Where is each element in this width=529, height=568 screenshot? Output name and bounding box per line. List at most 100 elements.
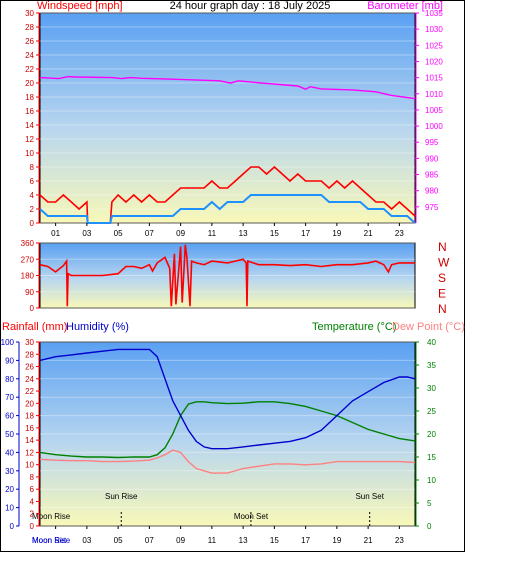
temp-tick-label: 35 [427,361,436,370]
humidity-tick-label: 40 [5,448,14,457]
wind-tick-label: 10 [25,149,34,158]
temp-humidity-grid [40,341,415,527]
hour-tick-label: 15 [270,536,279,545]
baro-tick-label: 995 [425,138,439,147]
humidity-tick-label: 10 [5,504,14,513]
temp-humidity-plot-area [39,341,416,527]
rain-tick-label: 2 [30,510,35,519]
temp-tick-label: 15 [427,453,436,462]
rain-tick-label: 30 [25,338,34,347]
event-label: Moon Rise [32,512,71,521]
wind-tick-label: 30 [25,9,34,18]
temp-tick-label: 0 [427,522,432,531]
hour-tick-label: 11 [208,536,217,545]
rain-tick-label: 12 [25,448,34,457]
wind-baro-plot-area [39,12,416,224]
hour-tick-label: 01 [51,229,60,238]
wind-tick-label: 2 [30,205,35,214]
wind-tick-label: 6 [30,177,35,186]
hour-tick-label: 21 [364,229,373,238]
temp-tick-label: 25 [427,407,436,416]
rain-tick-label: 28 [25,350,34,359]
hour-tick-label: 09 [176,229,185,238]
baro-tick-label: 1030 [425,25,443,34]
baro-tick-label: 985 [425,171,439,180]
temp-tick-label: 30 [427,384,436,393]
baro-y-axis: 975 980 985 990 995 1000 1005 1010 1015 1020 1025 1… [415,9,443,223]
wind-tick-label: 14 [25,121,34,130]
wind-tick-label: 16 [25,107,34,116]
temp-tick-label: 20 [427,430,436,439]
baro-tick-label: 975 [425,203,439,212]
hour-tick-label: 15 [270,229,279,238]
wind-tick-label: 22 [25,65,34,74]
hour-tick-label: 23 [395,536,404,545]
event-label: Sun Rise [105,492,138,501]
rain-tick-label: 0 [30,522,35,531]
humidity-tick-label: 80 [5,375,14,384]
rain-tick-label: 22 [25,387,34,396]
baro-tick-label: 1010 [425,90,443,99]
baro-axis-title: Barometer [mb] [367,0,443,12]
direction-series [39,244,415,307]
baro-tick-label: 1025 [425,41,443,50]
temp-tick-label: 40 [427,338,436,347]
barometer-line [39,75,416,100]
humidity-axis-title: Humidity (%) [66,321,129,333]
wind-tick-label: 24 [25,51,34,60]
compass-label: N [438,240,447,254]
baro-tick-label: 1000 [425,122,443,131]
temperature-axis-title: Temperature (°C) [312,321,396,333]
humidity-y-axis: 0 10 20 30 40 50 60 70 80 90 100 [1,338,20,531]
hour-tick-label: 23 [395,229,404,238]
wind-tick-label: 12 [25,135,34,144]
moon-phase-label: Moon Rise [32,536,71,545]
degree-tick-label: 360 [21,239,35,248]
hour-tick-label: 17 [301,536,310,545]
humidity-tick-label: 70 [5,393,14,402]
event-label: Moon Set [234,512,269,521]
hour-tick-label: 13 [239,536,248,545]
wind-baro-series [39,75,416,224]
wind-tick-label: 18 [25,93,34,102]
humidity-tick-label: 60 [5,412,14,421]
humidity-tick-label: 90 [5,356,14,365]
compass-label: N [438,302,447,316]
temp-tick-label: 5 [427,499,432,508]
humidity-line [39,348,416,450]
hour-tick-label: 05 [114,229,123,238]
hour-tick-label: 05 [114,536,123,545]
baro-tick-label: 1020 [425,57,443,66]
baro-tick-label: 980 [425,187,439,196]
hour-tick-label: 17 [301,229,310,238]
rain-tick-label: 24 [25,375,34,384]
degree-tick-label: 270 [21,255,35,264]
degree-tick-label: 90 [25,288,34,297]
rain-tick-label: 20 [25,399,34,408]
baro-tick-label: 1015 [425,74,443,83]
compass-label: W [438,256,450,270]
compass-label: S [438,271,446,285]
wind-x-axis: 01 03 05 07 09 11 13 15 17 19 21 23 [51,223,404,238]
rain-tick-label: 18 [25,412,34,421]
rain-tick-label: 6 [30,485,35,494]
compass-label: E [438,287,446,301]
temperature-line [39,401,416,459]
humidity-tick-label: 50 [5,430,14,439]
moon-phase-label: Moon Set [32,536,67,545]
sun-moon-events: Moon Rise Sun Rise Moon Set Sun Set [32,492,385,526]
wind-tick-label: 20 [25,79,34,88]
humidity-tick-label: 20 [5,485,14,494]
wind-tick-label: 0 [30,219,35,228]
baro-tick-label: 1035 [425,9,443,18]
hour-tick-label: 19 [332,229,341,238]
temp-tick-label: 10 [427,476,436,485]
wind-tick-label: 28 [25,23,34,32]
hour-tick-label: 09 [176,536,185,545]
humidity-tick-label: 30 [5,467,14,476]
hour-tick-label: 03 [82,229,91,238]
rainfall-axis-title: Rainfall (mm) [2,321,67,333]
